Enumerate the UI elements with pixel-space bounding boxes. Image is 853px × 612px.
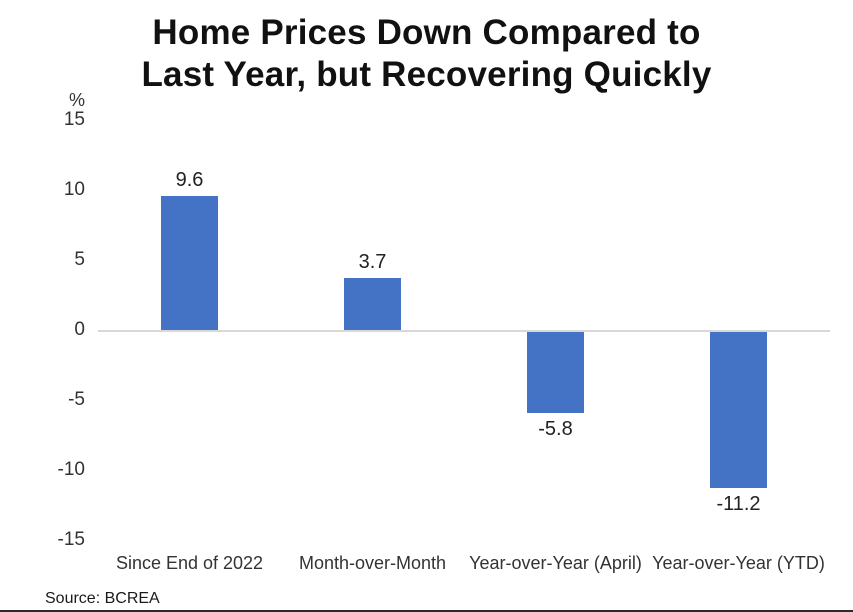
bar-value-label: 3.7 — [358, 251, 387, 274]
bottom-rule — [0, 610, 853, 612]
source-note: Source: BCREA — [45, 590, 160, 607]
chart-title: Home Prices Down Compared to Last Year, … — [0, 12, 853, 96]
chart-title-line-1: Home Prices Down Compared to — [152, 13, 701, 52]
y-tick-label: -5 — [68, 389, 85, 410]
zero-gridline — [98, 330, 830, 332]
y-tick-label: 5 — [74, 249, 85, 270]
y-tick-label: 15 — [63, 109, 85, 130]
bar-4 — [710, 331, 767, 489]
y-tick-label: -10 — [57, 459, 85, 480]
bar-2 — [344, 278, 401, 330]
bar-3 — [527, 331, 584, 413]
y-tick-label: 10 — [63, 179, 85, 200]
bar-value-label: 9.6 — [175, 168, 204, 191]
bar-value-label: -11.2 — [716, 493, 761, 516]
x-category-label: Year-over-Year (YTD) — [652, 553, 825, 573]
bar-value-label: -5.8 — [538, 417, 573, 440]
x-category-label: Year-over-Year (April) — [469, 553, 642, 573]
y-axis-unit-label: % — [68, 90, 85, 110]
bar-1 — [161, 195, 218, 330]
y-tick-label: -15 — [57, 529, 85, 550]
y-tick-label: 0 — [74, 319, 85, 340]
x-category-label: Month-over-Month — [298, 553, 447, 573]
chart-title-line-2: Last Year, but Recovering Quickly — [141, 55, 712, 94]
x-category-label: Since End of 2022 — [115, 553, 264, 573]
